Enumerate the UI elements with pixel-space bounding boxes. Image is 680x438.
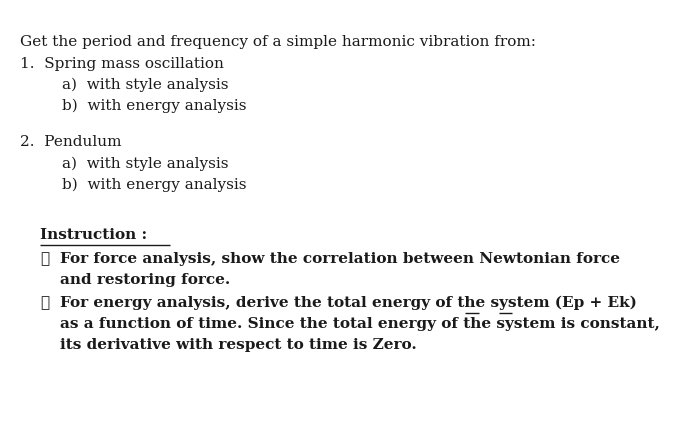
Text: as a function of time. Since the total energy of the system is constant,: as a function of time. Since the total e…: [60, 317, 660, 331]
Text: a)  with style analysis: a) with style analysis: [62, 157, 228, 171]
Text: b)  with energy analysis: b) with energy analysis: [62, 99, 246, 113]
Text: and restoring force.: and restoring force.: [60, 273, 231, 287]
Text: ✓: ✓: [40, 252, 49, 266]
Text: ✓: ✓: [40, 296, 49, 310]
Text: its derivative with respect to time is Zero.: its derivative with respect to time is Z…: [60, 338, 417, 352]
Text: 2.  Pendulum: 2. Pendulum: [20, 135, 122, 149]
Text: a)  with style analysis: a) with style analysis: [62, 78, 228, 92]
Text: Instruction :: Instruction :: [40, 228, 147, 242]
Text: b)  with energy analysis: b) with energy analysis: [62, 178, 246, 192]
Text: For force analysis, show the correlation between Newtonian force: For force analysis, show the correlation…: [60, 252, 620, 266]
Text: For energy analysis, derive the total energy of the system (Ep + Ek): For energy analysis, derive the total en…: [60, 296, 637, 311]
Text: Get the period and frequency of a simple harmonic vibration from:: Get the period and frequency of a simple…: [20, 35, 536, 49]
Text: 1.  Spring mass oscillation: 1. Spring mass oscillation: [20, 57, 224, 71]
